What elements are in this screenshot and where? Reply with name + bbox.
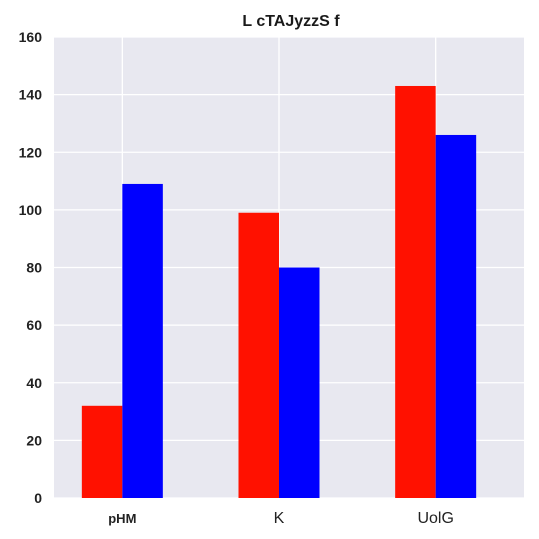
bar-series-1-pHM: [81, 405, 123, 498]
bar-series-2-K: [279, 267, 320, 498]
x-tick-label: K: [274, 510, 285, 527]
bar-series-2-UolG: [435, 134, 477, 498]
y-axis-ticks: 0 20 40 60 80 100 120 140 160: [19, 29, 43, 506]
bar-series-2-pHM: [122, 183, 163, 498]
x-tick-label: pHM: [108, 511, 136, 526]
y-tick-label: 20: [26, 432, 42, 448]
y-tick-label: 60: [26, 317, 42, 333]
y-tick-label: 100: [19, 202, 43, 218]
bars: [81, 85, 477, 498]
y-tick-label: 80: [26, 260, 42, 276]
y-tick-label: 160: [19, 29, 43, 45]
y-tick-label: 40: [26, 375, 42, 391]
bar-series-1-UolG: [395, 85, 436, 498]
y-tick-label: 120: [19, 144, 43, 160]
y-tick-label: 140: [19, 87, 43, 103]
x-tick-label: UolG: [417, 510, 453, 527]
bar-series-1-K: [238, 212, 279, 498]
chart-title: L cTAJyzzS f: [242, 13, 340, 30]
x-axis-ticks: pHM K UolG: [108, 510, 454, 527]
y-tick-label: 0: [34, 490, 42, 506]
